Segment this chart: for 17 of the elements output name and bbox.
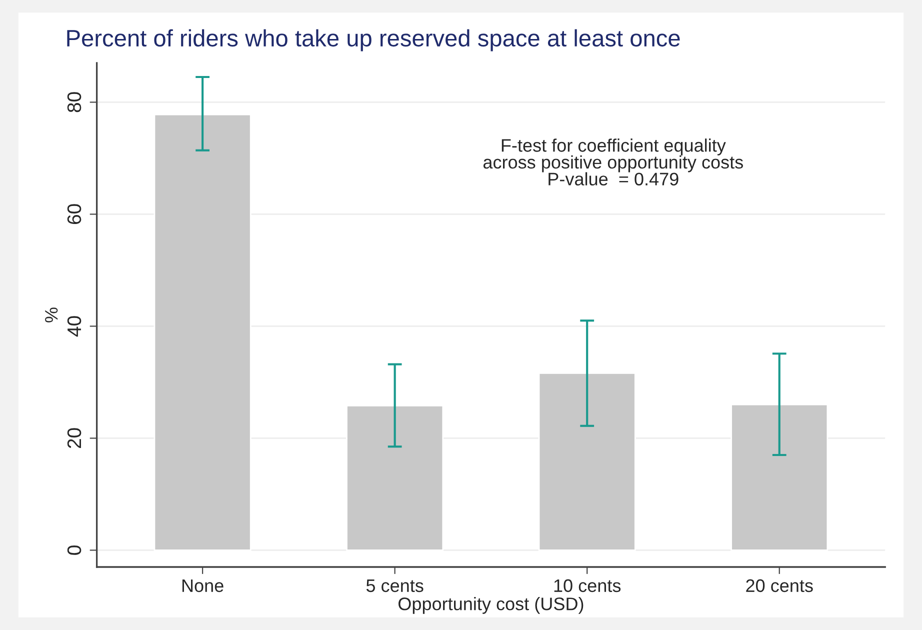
x-tick-label: 10 cents <box>554 579 621 592</box>
bar <box>538 372 636 551</box>
bar <box>346 405 444 551</box>
x-tick-label: 5 cents <box>366 579 424 592</box>
y-tick-label: 20 <box>67 428 82 448</box>
x-tick-label: None <box>182 579 224 592</box>
x-axis-title: Opportunity cost (USD) <box>398 597 584 614</box>
annotation: F-test for coefficient equality across positive opportunity costs P-value = 0.479 <box>483 138 743 186</box>
y-tick-label: 60 <box>67 204 82 224</box>
bar <box>154 114 252 551</box>
chart-title: Percent of riders who take up reserved space at least once <box>67 29 680 52</box>
y-tick-label: 40 <box>67 316 82 337</box>
y-tick-label: 80 <box>67 92 82 112</box>
y-axis-title: % <box>45 308 58 322</box>
x-tick-label: 20 cents <box>746 579 813 592</box>
y-tick-label: 0 <box>67 546 82 555</box>
bar <box>730 404 828 551</box>
